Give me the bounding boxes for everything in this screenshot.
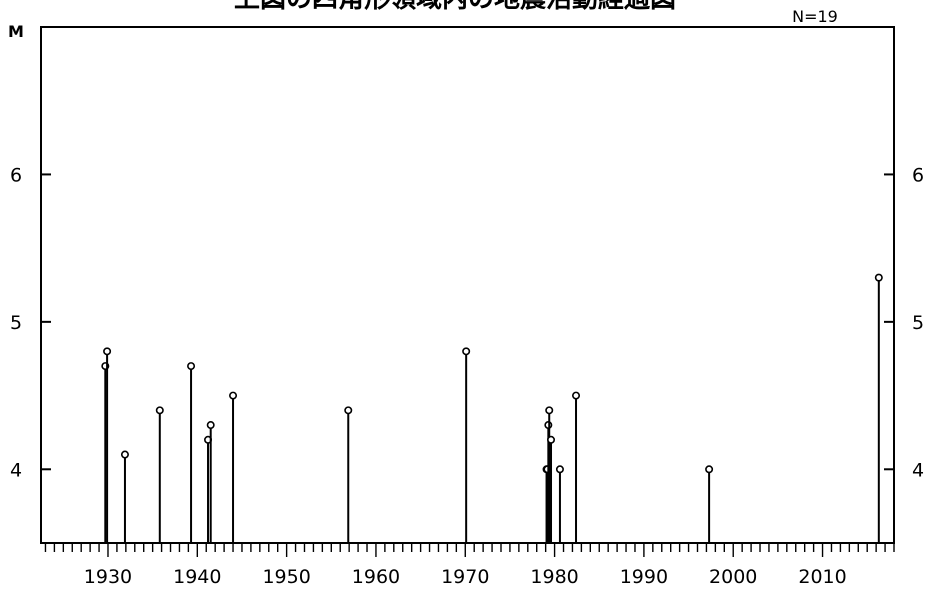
- plot-frame: [40, 26, 895, 544]
- x-tick-label: 1930: [84, 566, 132, 588]
- x-tick-label: 1990: [620, 566, 668, 588]
- data-point: [705, 465, 714, 474]
- y-tick-label-right: 6: [912, 164, 924, 186]
- data-point: [874, 273, 883, 282]
- y-tick-label-left: 4: [10, 459, 22, 481]
- data-series: [101, 273, 883, 543]
- chart-title: 上図の四角形領域内の地震活動経過図: [234, 0, 676, 14]
- y-tick-label-left: 5: [10, 312, 22, 334]
- data-point: [229, 391, 238, 400]
- data-point: [545, 406, 554, 415]
- count-label: N=19: [792, 7, 838, 26]
- data-point: [462, 347, 471, 356]
- data-point: [103, 347, 112, 356]
- y-tick-label-right: 5: [912, 312, 924, 334]
- y-axis-label: M: [8, 22, 24, 41]
- x-axis: 1930 1940 1950 1960 1970 1980 1990 2000 2010: [44, 543, 895, 588]
- data-point: [120, 450, 129, 459]
- x-tick-label: 1950: [262, 566, 310, 588]
- data-point: [572, 391, 581, 400]
- x-tick-label: 1940: [173, 566, 221, 588]
- data-point: [555, 465, 564, 474]
- data-point: [206, 421, 215, 430]
- data-point: [187, 362, 196, 371]
- x-tick-label: 1960: [352, 566, 400, 588]
- data-point: [155, 406, 164, 415]
- x-tick-label: 1970: [441, 566, 489, 588]
- x-tick-label: 2010: [798, 566, 846, 588]
- data-point: [547, 435, 556, 444]
- y-tick-label-right: 4: [912, 459, 924, 481]
- x-tick-label: 1980: [530, 566, 578, 588]
- y-axis: 4 4 5 5 6 6: [10, 164, 924, 481]
- y-tick-label-left: 6: [10, 164, 22, 186]
- x-tick-label: 2000: [709, 566, 757, 588]
- data-point: [344, 406, 353, 415]
